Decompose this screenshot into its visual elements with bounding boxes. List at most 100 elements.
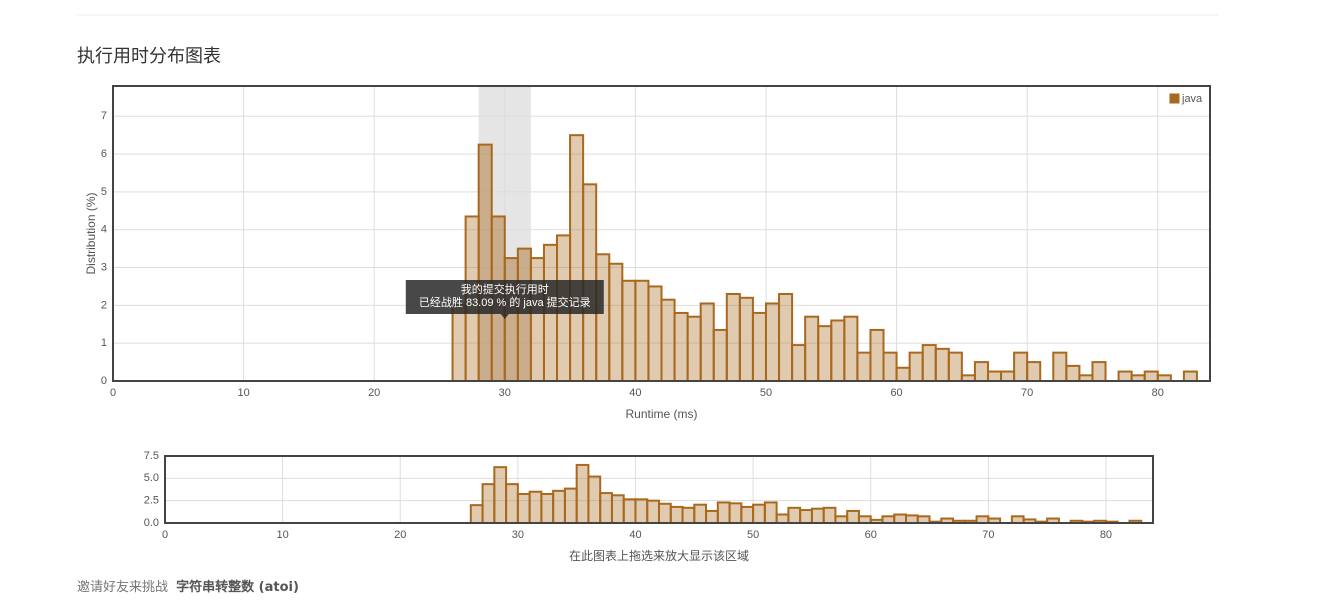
plot-frame <box>164 455 1154 524</box>
legend-swatch <box>1168 92 1181 105</box>
x-tick-label: 10 <box>237 387 249 399</box>
histogram-bar <box>778 293 794 382</box>
histogram-bar <box>712 328 728 383</box>
tooltip-box <box>405 280 604 314</box>
histogram-bar <box>751 311 767 382</box>
x-tick-label: 50 <box>760 387 772 399</box>
histogram-bar <box>893 513 908 524</box>
histogram-bar <box>975 515 990 524</box>
histogram-bar <box>481 483 496 525</box>
tooltip-title: 我的提交执行用时 <box>461 282 549 296</box>
histogram-bar <box>608 262 624 382</box>
histogram-bar <box>764 302 781 383</box>
histogram-bar <box>822 506 837 524</box>
histogram-bar <box>1000 370 1016 382</box>
x-tick-label: 80 <box>1152 387 1164 399</box>
x-tick-label: 0 <box>110 387 116 399</box>
y-axis-label: Distribution (%) <box>84 192 98 274</box>
histogram-bar <box>634 279 650 382</box>
histogram-bar <box>516 492 531 525</box>
tooltip-pointer <box>500 314 509 319</box>
histogram-bar <box>775 513 790 524</box>
histogram-bar <box>881 515 896 524</box>
histogram-bar <box>869 328 885 383</box>
histogram-bar <box>752 503 766 525</box>
histogram-bar <box>799 509 813 524</box>
plot-frame <box>112 85 1211 382</box>
x-tick-label: 50 <box>747 529 759 541</box>
histogram-bar <box>595 253 611 382</box>
histogram-bar <box>895 366 911 382</box>
x-tick-label: 70 <box>1021 387 1033 399</box>
histogram-bar <box>599 492 613 524</box>
histogram-bar <box>947 351 963 382</box>
histogram-bar <box>1052 351 1068 382</box>
histogram-bar <box>621 279 637 382</box>
footer: 邀请好友来挑战 字符串转整数 (atoi) <box>77 579 299 595</box>
problem-link[interactable]: 字符串转整数 (atoi) <box>176 579 299 595</box>
histogram-bar <box>658 502 672 525</box>
histogram-bar <box>503 257 519 383</box>
x-tick-label: 80 <box>1100 529 1112 541</box>
histogram-bar <box>1143 370 1159 382</box>
y-tick-label: 7 <box>101 110 107 122</box>
histogram-bar <box>834 515 849 524</box>
tooltip-text: 已经战胜 83.09 % 的 java 提交记录 <box>419 295 591 309</box>
y-tick-label: 4 <box>101 224 107 236</box>
histogram-bar <box>716 501 731 525</box>
histogram-bar <box>804 315 820 383</box>
histogram-bar <box>505 483 519 525</box>
x-tick-label: 20 <box>368 387 380 399</box>
y-tick-label: 0.0 <box>144 517 159 529</box>
y-tick-label: 2 <box>101 299 107 311</box>
histogram-bar <box>686 315 702 383</box>
x-tick-label: 30 <box>512 529 524 541</box>
histogram-bar <box>529 257 545 383</box>
y-tick-label: 3 <box>101 261 107 273</box>
x-tick-label: 0 <box>162 529 168 541</box>
histogram-bar <box>477 143 493 382</box>
histogram-bar <box>705 509 719 525</box>
histogram-bar <box>451 304 467 383</box>
histogram-bar <box>763 501 778 525</box>
histogram-bar <box>610 494 625 525</box>
histogram-bar <box>681 506 696 524</box>
histogram-bar <box>973 361 989 383</box>
histogram-bar <box>646 499 661 524</box>
histogram-bar <box>908 351 924 382</box>
histogram-bar <box>738 296 754 382</box>
legend-label: java <box>1181 93 1203 105</box>
histogram-bar <box>882 351 898 382</box>
histogram-bar <box>857 515 872 524</box>
x-axis-label: Runtime (ms) <box>625 407 697 421</box>
y-tick-label: 0 <box>101 375 107 387</box>
histogram-bar <box>552 489 566 524</box>
x-tick-label: 10 <box>276 529 288 541</box>
histogram-bar <box>740 505 755 525</box>
histogram-bar <box>1091 361 1107 383</box>
x-tick-label: 60 <box>890 387 902 399</box>
histogram-bar <box>1010 515 1025 524</box>
histogram-bar <box>493 466 508 524</box>
footer-prefix: 邀请好友来挑战 <box>77 579 168 595</box>
y-tick-label: 5.0 <box>144 472 159 484</box>
histogram-bar <box>817 325 833 382</box>
histogram-bar <box>647 285 663 383</box>
x-tick-label: 20 <box>394 529 406 541</box>
histogram-bar <box>905 514 919 525</box>
x-tick-label: 60 <box>865 529 877 541</box>
histogram-bar <box>846 509 860 525</box>
histogram-bar <box>830 319 846 383</box>
x-tick-label: 70 <box>982 529 994 541</box>
histogram-bar <box>575 463 590 524</box>
x-tick-label: 40 <box>629 387 641 399</box>
histogram-bar <box>622 498 637 524</box>
histogram-bar <box>787 506 802 524</box>
y-tick-label: 2.5 <box>144 495 159 507</box>
histogram-bar <box>699 302 715 383</box>
histogram-bar <box>469 504 484 524</box>
histogram-bar <box>1013 351 1029 382</box>
histogram-bar <box>1026 361 1042 383</box>
